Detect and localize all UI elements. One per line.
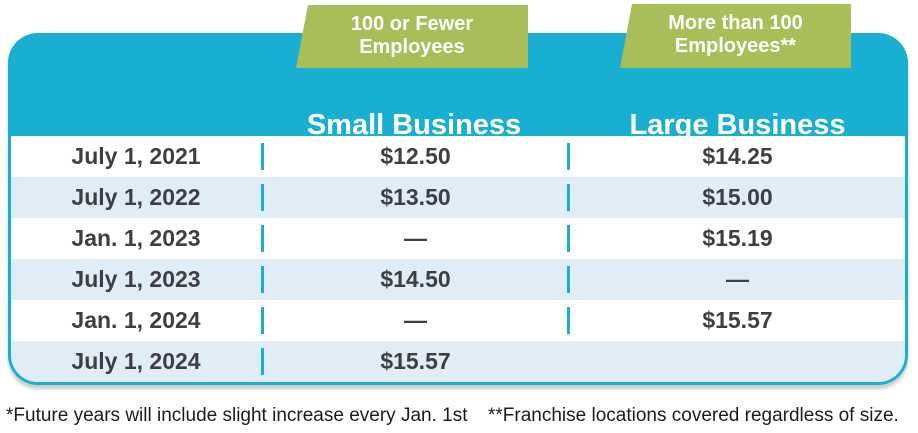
large-business-value-cell: $15.00 bbox=[567, 184, 905, 211]
date-cell: Jan. 1, 2024 bbox=[71, 307, 201, 333]
large-business-value-cell: $15.19 bbox=[567, 225, 905, 252]
tab-label-line1: More than 100 bbox=[668, 12, 803, 34]
small-business-value-cell: $13.50 bbox=[261, 184, 567, 211]
large-business-value-cell: $14.25 bbox=[567, 143, 905, 170]
column-header-small-business: Small Business bbox=[306, 109, 522, 141]
wage-table-card: Small Business Large Business July 1, 20… bbox=[8, 33, 908, 385]
column-header-large-business: Large Business bbox=[629, 109, 846, 141]
table-row: Jan. 1, 2023 — $15.19 bbox=[11, 218, 905, 259]
footnote-franchise: **Franchise locations covered regardless… bbox=[488, 405, 899, 426]
wage-table-body: July 1, 2021 $12.50 $14.25 July 1, 2022 … bbox=[11, 136, 905, 382]
table-row: Jan. 1, 2024 — $15.57 bbox=[11, 300, 905, 341]
tab-more-than-100-employees: More than 100 Employees** bbox=[620, 4, 851, 68]
date-cell: July 1, 2022 bbox=[71, 184, 201, 210]
large-business-value-cell: — bbox=[567, 266, 905, 293]
table-row: July 1, 2022 $13.50 $15.00 bbox=[11, 177, 905, 218]
small-business-value-cell: $12.50 bbox=[261, 143, 567, 170]
small-business-value-cell: $15.57 bbox=[261, 348, 567, 375]
tab-label-line1: 100 or Fewer bbox=[350, 13, 474, 35]
large-business-value-cell: $15.57 bbox=[567, 307, 905, 334]
table-row: July 1, 2023 $14.50 — bbox=[11, 259, 905, 300]
footnote-future-years: *Future years will include slight increa… bbox=[6, 405, 468, 426]
date-cell: Jan. 1, 2023 bbox=[71, 225, 201, 251]
date-cell: July 1, 2023 bbox=[71, 266, 201, 292]
date-cell: July 1, 2021 bbox=[71, 143, 201, 169]
tab-label-line2: Employees** bbox=[674, 35, 797, 57]
table-row: July 1, 2024 $15.57 bbox=[11, 341, 905, 382]
small-business-value-cell: $14.50 bbox=[261, 266, 567, 293]
tab-100-or-fewer-employees: 100 or Fewer Employees bbox=[296, 5, 528, 68]
small-business-value-cell: — bbox=[261, 307, 567, 334]
tab-label-line2: Employees bbox=[359, 36, 465, 58]
table-row: July 1, 2021 $12.50 $14.25 bbox=[11, 136, 905, 177]
date-cell: July 1, 2024 bbox=[71, 348, 201, 374]
small-business-value-cell: — bbox=[261, 225, 567, 252]
